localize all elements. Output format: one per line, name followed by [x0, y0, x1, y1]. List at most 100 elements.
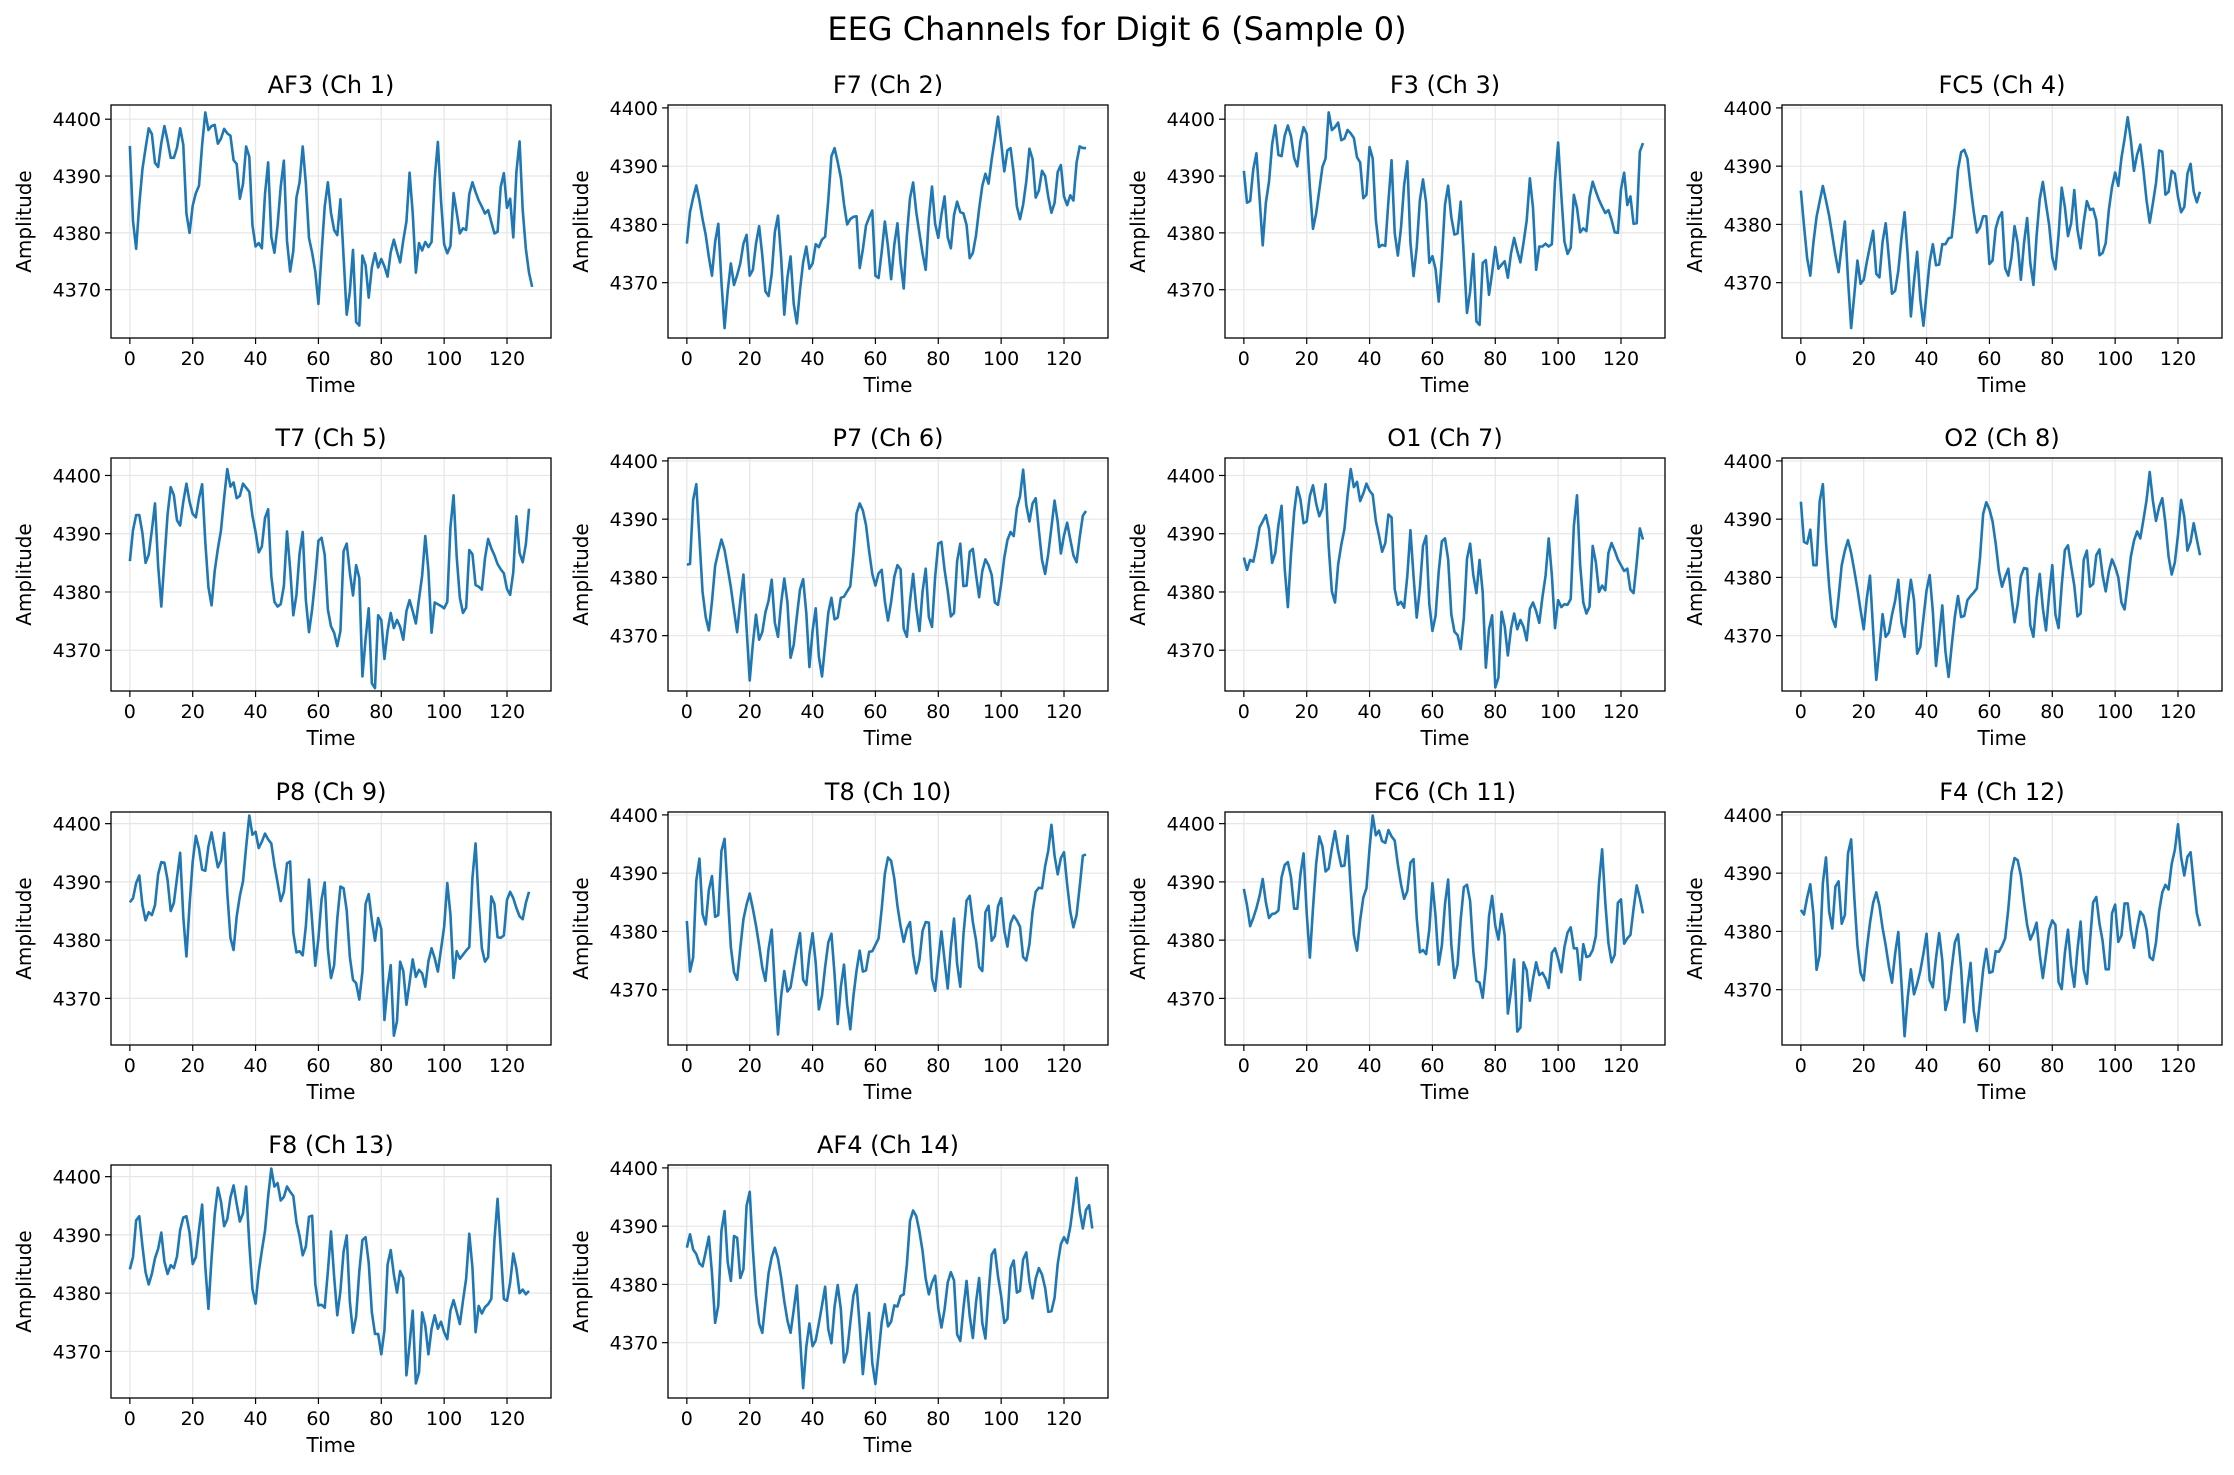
axes-frame [667, 811, 1109, 1046]
y-tick-label: 4380 [53, 930, 101, 952]
axes-frame [1781, 811, 2223, 1046]
subplot-3: 0 20 40 60 80 100 120 4370 4380 4390 4400 F3 (Ch 3)… [1126, 71, 1666, 397]
subplot-7: 0 20 40 60 80 100 120 4370 4380 4390 4400 O1 (Ch 7)… [1126, 424, 1666, 750]
y-tick-label: 4400 [610, 451, 658, 473]
x-tick-label: 40 [800, 348, 824, 370]
x-tick-label: 120 [1603, 348, 1639, 370]
y-tick-label: 4390 [1724, 156, 1772, 178]
series-line [128, 814, 531, 1037]
y-tick-label: 4390 [610, 156, 658, 178]
x-tick-label: 20 [1852, 701, 1876, 723]
x-tick-label: 20 [738, 701, 762, 723]
x-tick-label: 20 [181, 1408, 205, 1430]
y-axis-label: Amplitude [12, 170, 36, 273]
subplot-10: 0 20 40 60 80 100 120 4370 4380 4390 4400 T8 (Ch 10… [569, 778, 1109, 1104]
x-tick-label: 60 [1420, 701, 1444, 723]
y-tick-label: 4370 [53, 280, 101, 302]
series-line [1242, 467, 1645, 689]
axes-frame [1224, 457, 1666, 692]
x-axis-label: Time [863, 726, 913, 750]
y-tick-label: 4370 [610, 980, 658, 1002]
x-tick-label: 120 [1603, 701, 1639, 723]
subplot-title: F4 (Ch 12) [1939, 778, 2065, 806]
series-line [1242, 111, 1645, 327]
x-tick-label: 120 [1046, 1408, 1082, 1430]
x-tick-label: 100 [983, 1055, 1019, 1077]
x-tick-label: 60 [306, 701, 330, 723]
x-axis-label: Time [306, 726, 356, 750]
y-axis-label: Amplitude [12, 877, 36, 980]
series-line [686, 468, 1088, 682]
series-line [128, 467, 531, 690]
x-tick-label: 80 [2040, 701, 2064, 723]
y-tick-label: 4380 [53, 1283, 101, 1305]
x-tick-label: 120 [1046, 348, 1082, 370]
x-tick-label: 60 [863, 348, 887, 370]
y-tick-label: 4400 [53, 109, 101, 131]
x-tick-label: 120 [489, 1408, 525, 1430]
y-axis-label: Amplitude [569, 170, 593, 273]
x-tick-label: 20 [738, 1408, 762, 1430]
x-tick-label: 40 [1357, 701, 1381, 723]
x-tick-label: 20 [1295, 348, 1319, 370]
subplot-11: 0 20 40 60 80 100 120 4370 4380 4390 4400 FC6 (Ch 1… [1126, 778, 1666, 1104]
x-tick-label: 40 [800, 1408, 824, 1430]
x-axis-label: Time [1420, 726, 1470, 750]
x-tick-label: 40 [1357, 1055, 1381, 1077]
series-line [1799, 115, 2202, 330]
y-tick-label: 4380 [1724, 214, 1772, 236]
y-tick-label: 4390 [610, 863, 658, 885]
x-axis-label: Time [1420, 373, 1470, 397]
subplot-13: 0 20 40 60 80 100 120 4370 4380 4390 4400 F8 (Ch 13… [12, 1131, 552, 1457]
y-tick-label: 4400 [1167, 465, 1215, 487]
x-tick-label: 20 [1852, 1055, 1876, 1077]
y-tick-label: 4400 [1167, 109, 1215, 131]
x-tick-label: 0 [124, 348, 136, 370]
x-tick-label: 120 [489, 701, 525, 723]
x-axis-label: Time [863, 1080, 913, 1104]
y-tick-label: 4390 [53, 524, 101, 546]
x-tick-label: 80 [2040, 1055, 2064, 1077]
x-tick-label: 0 [1795, 701, 1807, 723]
subplot-title: F3 (Ch 3) [1390, 71, 1500, 99]
x-tick-label: 120 [1046, 1055, 1082, 1077]
axes-frame [1224, 811, 1666, 1046]
y-tick-label: 4390 [1724, 863, 1772, 885]
x-tick-label: 100 [983, 348, 1019, 370]
subplot-5: 0 20 40 60 80 100 120 4370 4380 4390 4400 T7 (Ch 5)… [12, 424, 552, 750]
subplot-title: O2 (Ch 8) [1944, 424, 2059, 452]
x-tick-label: 120 [2160, 1055, 2196, 1077]
subplot-8: 0 20 40 60 80 100 120 4370 4380 4390 4400 O2 (Ch 8)… [1683, 424, 2223, 750]
x-tick-label: 0 [1238, 1055, 1250, 1077]
y-tick-label: 4400 [1724, 805, 1772, 827]
y-axis-label: Amplitude [1683, 877, 1707, 980]
y-tick-label: 4380 [1167, 223, 1215, 245]
x-tick-label: 20 [1295, 701, 1319, 723]
axes-frame [110, 1164, 552, 1399]
series-line [128, 1167, 530, 1385]
y-tick-label: 4400 [1724, 451, 1772, 473]
subplot-title: AF4 (Ch 14) [817, 1131, 959, 1159]
y-tick-label: 4390 [610, 1216, 658, 1238]
x-tick-label: 60 [306, 348, 330, 370]
x-tick-label: 100 [983, 1408, 1019, 1430]
x-tick-label: 40 [1914, 701, 1938, 723]
x-tick-label: 80 [926, 1055, 950, 1077]
subplot-title: FC6 (Ch 11) [1374, 778, 1516, 806]
x-tick-label: 60 [863, 1055, 887, 1077]
x-axis-label: Time [1977, 726, 2027, 750]
series-line [128, 111, 534, 327]
subplot-title: O1 (Ch 7) [1387, 424, 1502, 452]
y-tick-label: 4400 [610, 1158, 658, 1180]
x-tick-label: 0 [1238, 701, 1250, 723]
y-axis-label: Amplitude [1683, 170, 1707, 273]
x-tick-label: 40 [800, 1055, 824, 1077]
x-tick-label: 100 [1540, 701, 1576, 723]
x-tick-label: 80 [1483, 1055, 1507, 1077]
figure-title: EEG Channels for Digit 6 (Sample 0) [827, 10, 1406, 48]
y-tick-label: 4400 [1724, 98, 1772, 120]
x-tick-label: 100 [426, 701, 462, 723]
x-tick-label: 80 [926, 348, 950, 370]
x-tick-label: 20 [181, 348, 205, 370]
x-tick-label: 20 [181, 701, 205, 723]
